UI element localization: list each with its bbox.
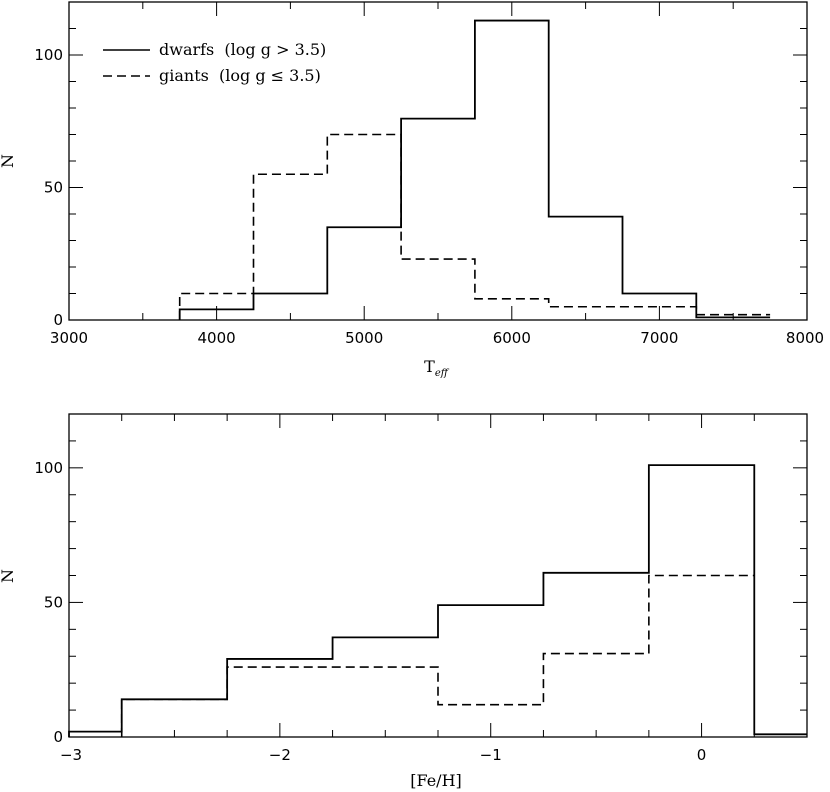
legend: dwarfs (log g > 3.5) giants (log g ≤ 3.5… bbox=[103, 40, 326, 85]
y-tick-label: 100 bbox=[34, 46, 63, 64]
x-tick-label: 7000 bbox=[640, 329, 678, 347]
x-tick-label: 6000 bbox=[493, 329, 531, 347]
top-y-axis-label: N bbox=[0, 154, 17, 168]
panel-feh-histogram: −3 −2 −1 0 0 50 100 [Fe/H] N bbox=[0, 413, 808, 790]
bottom-tick-labels: −3 −2 −1 0 0 50 100 bbox=[34, 459, 706, 764]
x-tick-label: 0 bbox=[697, 746, 707, 764]
y-tick-label: 0 bbox=[53, 728, 63, 746]
y-tick-label: 50 bbox=[44, 179, 63, 197]
legend-label-dwarfs: dwarfs (log g > 3.5) bbox=[159, 40, 326, 59]
bottom-y-axis-label: N bbox=[0, 569, 17, 583]
series-dwarfs-histogram bbox=[178, 19, 771, 320]
y-tick-label: 100 bbox=[34, 459, 63, 477]
series-giants-histogram bbox=[120, 574, 755, 737]
bottom-series bbox=[68, 464, 807, 737]
x-tick-label: −2 bbox=[269, 746, 291, 764]
bottom-plot-frame bbox=[68, 413, 808, 738]
top-series bbox=[178, 19, 771, 320]
y-tick-label: 0 bbox=[53, 311, 63, 329]
top-plot-frame bbox=[68, 1, 808, 321]
x-tick-label: 5000 bbox=[345, 329, 383, 347]
x-tick-label: −3 bbox=[60, 746, 82, 764]
x-tick-label: 3000 bbox=[50, 329, 88, 347]
top-x-axis-label: Teff bbox=[424, 357, 450, 379]
top-tick-labels: 3000 4000 5000 6000 7000 8000 0 50 100 bbox=[34, 46, 824, 347]
x-tick-label: 4000 bbox=[198, 329, 236, 347]
legend-label-giants: giants (log g ≤ 3.5) bbox=[159, 66, 321, 85]
series-dwarfs-histogram bbox=[68, 464, 807, 737]
panel-teff-histogram: 3000 4000 5000 6000 7000 8000 0 50 100 Teff N dw… bbox=[0, 1, 824, 379]
x-tick-label: −1 bbox=[480, 746, 502, 764]
series-giants-histogram bbox=[178, 133, 771, 320]
bottom-x-axis-label: [Fe/H] bbox=[410, 771, 462, 790]
x-tick-label: 8000 bbox=[786, 329, 824, 347]
y-tick-label: 50 bbox=[44, 593, 63, 611]
